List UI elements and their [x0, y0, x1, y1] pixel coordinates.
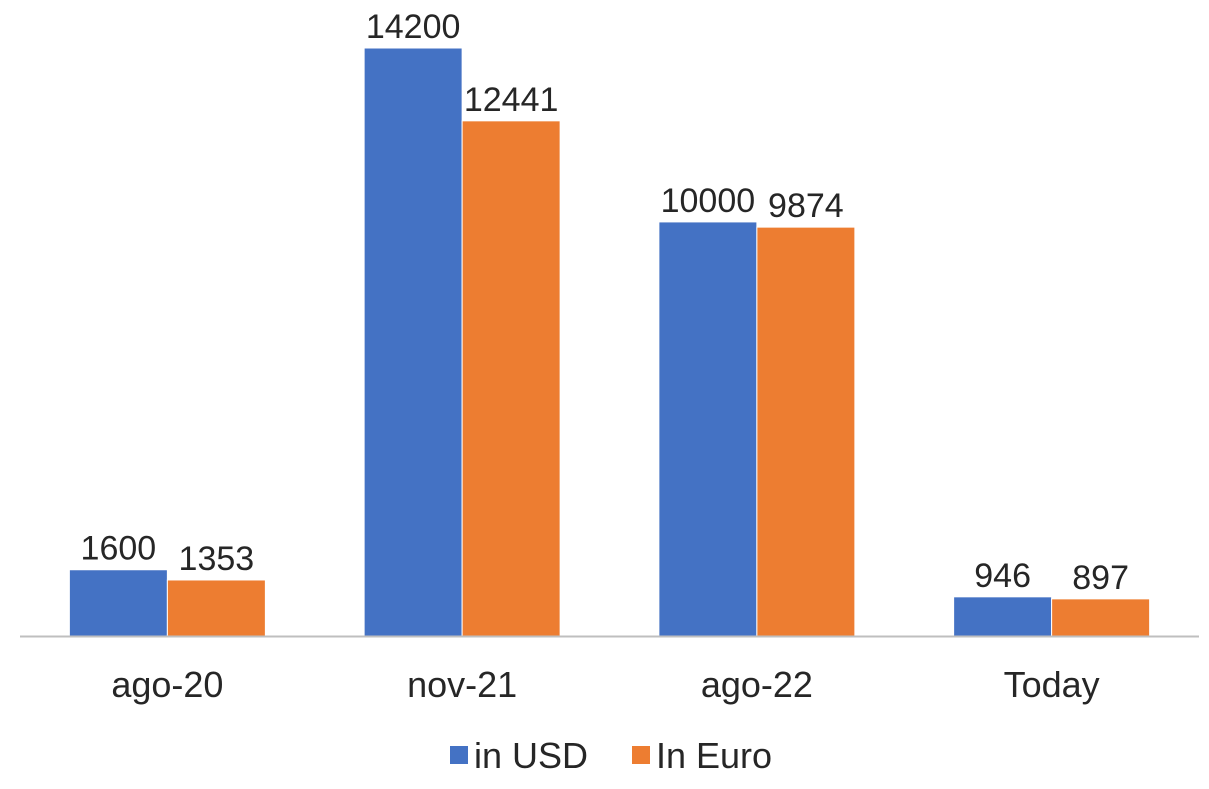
bar-usd-ago-20 — [68, 569, 168, 637]
bar-usd-ago-22 — [658, 221, 758, 637]
legend-swatch-euro — [632, 746, 650, 764]
bar-usd-today — [953, 596, 1053, 637]
category-labels-group: ago-20 nov-21 ago-22 Today — [111, 664, 1099, 705]
bar-euro-ago-20 — [166, 579, 266, 637]
category-label: Today — [1004, 664, 1100, 705]
category-label: ago-22 — [701, 664, 813, 705]
bars-group — [68, 47, 1151, 637]
legend: in USD In Euro — [450, 735, 772, 776]
category-label: ago-20 — [111, 664, 223, 705]
data-label: 1600 — [81, 530, 157, 568]
legend-label-usd: in USD — [474, 735, 588, 776]
category-label: nov-21 — [407, 664, 517, 705]
data-label: 946 — [974, 557, 1031, 595]
bar-euro-ago-22 — [756, 226, 856, 637]
legend-label-euro: In Euro — [656, 735, 772, 776]
data-label: 9874 — [768, 187, 844, 225]
data-label: 14200 — [366, 8, 461, 46]
bar-euro-today — [1051, 598, 1151, 637]
bar-usd-nov-21 — [363, 47, 463, 637]
data-label: 12441 — [464, 81, 559, 119]
bar-euro-nov-21 — [461, 120, 561, 637]
data-label: 10000 — [661, 182, 756, 220]
legend-swatch-usd — [450, 746, 468, 764]
data-label: 897 — [1072, 559, 1129, 597]
data-label: 1353 — [179, 540, 255, 578]
